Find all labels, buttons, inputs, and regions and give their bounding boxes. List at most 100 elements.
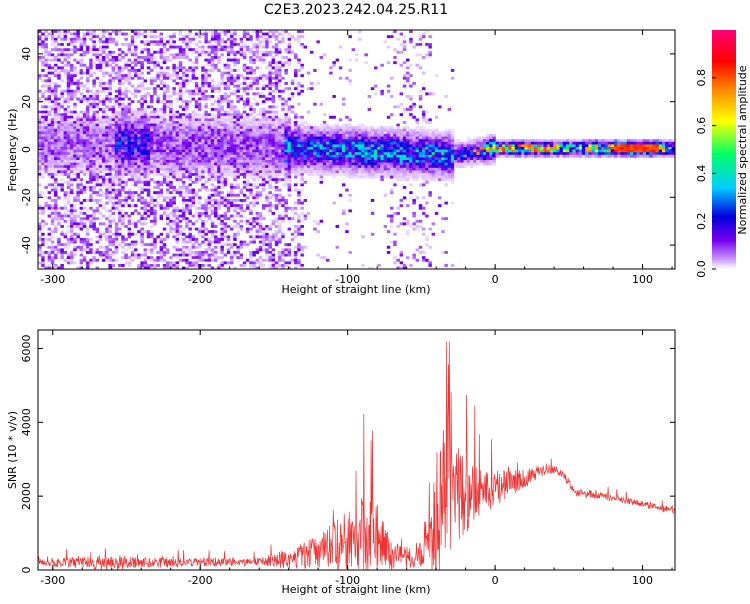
heatmap-cell	[114, 58, 119, 62]
heatmap-cell	[204, 141, 208, 145]
heatmap-cell	[214, 45, 218, 49]
heatmap-cell	[255, 186, 260, 189]
heatmap-cell	[66, 53, 71, 57]
heatmap-cell	[57, 113, 61, 117]
heatmap-cell	[111, 69, 116, 72]
heatmap-cell	[274, 193, 279, 197]
heatmap-cell	[278, 128, 282, 132]
heatmap-cell	[207, 258, 212, 262]
heatmap-cell	[268, 206, 272, 210]
heatmap-cell	[294, 56, 298, 59]
heatmap-cell	[252, 225, 256, 228]
heatmap-cell	[230, 253, 234, 257]
heatmap-cell	[114, 100, 119, 104]
heatmap-cell	[175, 126, 180, 130]
heatmap-cell	[217, 175, 221, 179]
heatmap-cell	[41, 139, 45, 143]
heatmap-cell	[281, 35, 285, 39]
heatmap-cell	[47, 204, 52, 208]
heatmap-cell	[156, 40, 160, 44]
heatmap-cell	[226, 79, 231, 83]
heatmap-cell	[236, 175, 240, 179]
heatmap-cell	[220, 230, 224, 234]
heatmap-cell	[214, 63, 218, 67]
heatmap-cell	[239, 227, 244, 231]
heatmap-cell	[223, 173, 228, 176]
heatmap-cell	[47, 121, 52, 124]
heatmap-cell	[258, 118, 263, 122]
heatmap-cell	[140, 118, 144, 122]
heatmap-cell	[290, 136, 295, 140]
heatmap-cell	[134, 183, 138, 187]
heatmap-cell	[188, 58, 192, 62]
heatmap-cell	[226, 136, 231, 140]
heatmap-cell	[297, 173, 301, 176]
heatmap-cell	[143, 266, 148, 269]
heatmap-cell	[236, 139, 240, 143]
heatmap-cell	[204, 97, 208, 101]
heatmap-cell	[98, 217, 103, 221]
heatmap-cell	[185, 40, 189, 44]
heatmap-cell	[306, 131, 311, 135]
heatmap-cell	[162, 243, 167, 247]
heatmap-cell	[182, 201, 186, 205]
heatmap-cell	[214, 245, 218, 249]
heatmap-cell	[134, 165, 138, 169]
heatmap-cell	[310, 134, 314, 137]
heatmap-cell	[204, 209, 208, 213]
heatmap-cell	[60, 53, 64, 57]
heatmap-cell	[188, 165, 192, 169]
heatmap-cell	[137, 74, 141, 78]
heatmap-cell	[105, 230, 109, 234]
heatmap-cell	[150, 209, 154, 213]
heatmap-cell	[220, 139, 224, 143]
heatmap-cell	[265, 175, 269, 179]
heatmap-cell	[73, 82, 77, 85]
heatmap-cell	[38, 162, 42, 166]
heatmap-cell	[246, 147, 250, 150]
heatmap-cell	[274, 35, 279, 39]
heatmap-cell	[140, 178, 144, 182]
heatmap-cell	[169, 35, 173, 39]
heatmap-cell	[79, 128, 84, 132]
heatmap-cell	[223, 118, 228, 122]
heatmap-cell	[220, 113, 224, 117]
heatmap-cell	[252, 118, 256, 122]
heatmap-cell	[153, 89, 157, 93]
heatmap-cell	[226, 204, 231, 208]
heatmap-cell	[207, 245, 212, 249]
heatmap-cell	[54, 160, 58, 163]
heatmap-cell	[182, 199, 186, 202]
heatmap-cell	[194, 66, 199, 70]
heatmap-cell	[159, 123, 164, 127]
heatmap-cell	[210, 37, 215, 41]
heatmap-cell	[57, 102, 61, 106]
heatmap-cell	[70, 48, 74, 52]
heatmap-cell	[198, 89, 202, 93]
heatmap-cell	[242, 261, 247, 265]
heatmap-cell	[274, 167, 279, 171]
heatmap-cell	[210, 115, 215, 119]
heatmap-cell	[287, 193, 292, 197]
heatmap-cell	[207, 238, 212, 241]
heatmap-cell	[185, 258, 189, 262]
heatmap-cell	[198, 108, 202, 111]
heatmap-cell	[233, 128, 237, 132]
heatmap-cell	[294, 131, 298, 135]
heatmap-cell	[182, 173, 186, 176]
heatmap-cell	[63, 113, 68, 117]
heatmap-cell	[92, 212, 96, 215]
heatmap-cell	[44, 128, 48, 132]
heatmap-cell	[79, 261, 84, 265]
heatmap-cell	[233, 61, 237, 65]
heatmap-cell	[230, 245, 234, 249]
heatmap-cell	[258, 183, 263, 187]
heatmap-cell	[294, 201, 298, 205]
heatmap-cell	[300, 201, 304, 205]
heatmap-cell	[95, 258, 100, 262]
heatmap-cell	[111, 212, 116, 215]
heatmap-cell	[287, 154, 292, 158]
heatmap-cell	[121, 147, 125, 150]
heatmap-cell	[137, 110, 141, 114]
heatmap-cell	[118, 123, 122, 127]
